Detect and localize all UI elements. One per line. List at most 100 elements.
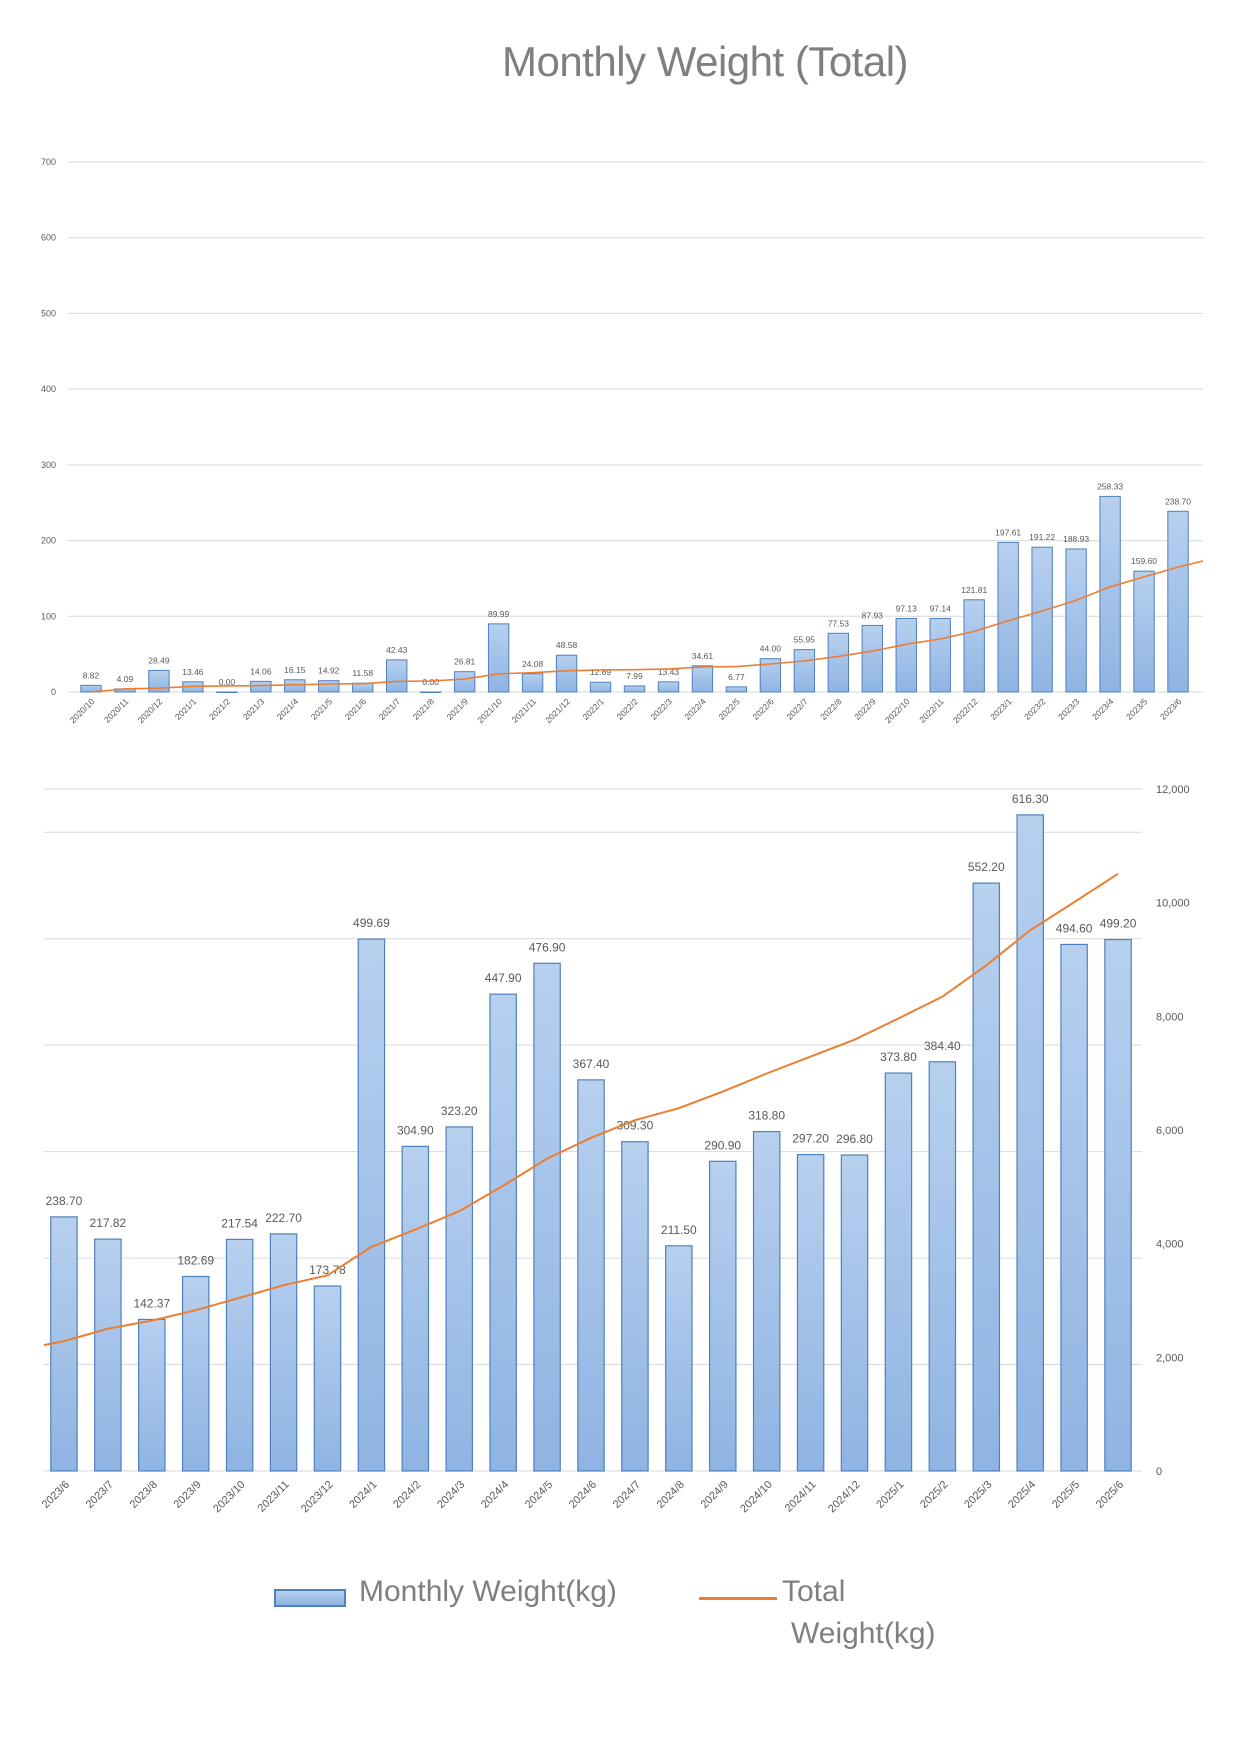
data-label: 4.09 <box>117 674 134 684</box>
data-label: 616.30 <box>1012 792 1049 806</box>
bar <box>94 1238 122 1472</box>
data-label: 499.20 <box>1100 917 1137 931</box>
bar <box>827 632 850 693</box>
bar <box>884 1072 913 1472</box>
data-label: 258.33 <box>1097 481 1123 491</box>
x-tick-label: 2021/8 <box>411 696 437 722</box>
y-tick-label: 500 <box>41 308 56 318</box>
x-tick-label: 2023/3 <box>1056 696 1082 722</box>
x-tick-label: 2023/11 <box>256 1479 292 1515</box>
bar <box>963 599 985 693</box>
x-tick-label: 2022/8 <box>818 696 844 722</box>
bar <box>148 669 170 693</box>
x-tick-label: 2020/12 <box>136 696 165 725</box>
data-label: 12.89 <box>590 667 612 677</box>
bar <box>80 684 102 693</box>
x-tick-label: 2021/7 <box>377 696 403 722</box>
data-label: 297.20 <box>792 1132 829 1146</box>
data-label: 16.15 <box>284 665 306 675</box>
data-label: 77.53 <box>828 618 850 628</box>
legend: Monthly Weight(kg) Total Weight(kg) <box>274 1575 974 1695</box>
bar <box>1065 548 1087 693</box>
x-tick-label: 2025/2 <box>918 1479 950 1511</box>
legend-bar-label: Monthly Weight(kg) <box>359 1575 617 1608</box>
data-label: 188.93 <box>1063 534 1089 544</box>
x-tick-label: 2022/2 <box>614 696 640 722</box>
bar <box>621 1141 649 1472</box>
bar <box>793 649 816 693</box>
bar <box>250 680 272 693</box>
data-label: 55.95 <box>794 635 816 645</box>
x-tick-label: 2021/6 <box>343 696 369 722</box>
data-label: 304.90 <box>397 1123 434 1137</box>
bar <box>533 962 561 1472</box>
x-tick-label: 2022/6 <box>750 696 776 722</box>
data-label: 121.81 <box>961 585 987 595</box>
y2-tick-label: 12,000 <box>1156 784 1190 796</box>
lower-chart-panel: 0 2,000 4,000 6,000 8,000 10,000 12,000 238.70 2… <box>40 784 1190 1515</box>
bar <box>313 1285 342 1472</box>
y-tick-label: 100 <box>41 611 56 621</box>
data-label: 173.78 <box>309 1263 346 1277</box>
x-tick-label: 2020/11 <box>102 696 131 725</box>
data-label: 290.90 <box>704 1138 741 1152</box>
bar <box>1099 495 1121 693</box>
y2-tick-label: 0 <box>1156 1466 1162 1478</box>
data-label: 309.30 <box>617 1119 654 1133</box>
bar <box>972 882 1001 1472</box>
bar <box>725 686 748 693</box>
x-tick-label: 2021/12 <box>543 696 572 725</box>
x-tick-label: 2023/1 <box>988 696 1014 722</box>
bar <box>1104 938 1132 1472</box>
bar <box>401 1145 430 1472</box>
x-tick-label: 2022/12 <box>951 696 980 725</box>
x-tick-label: 2021/4 <box>275 696 301 722</box>
bar <box>1031 546 1053 693</box>
y2-tick-label: 8,000 <box>1156 1011 1184 1023</box>
data-label: 238.70 <box>1165 496 1191 506</box>
data-label: 323.20 <box>441 1104 478 1118</box>
y2-tick-label: 2,000 <box>1156 1352 1184 1364</box>
legend-bar-swatch <box>274 1589 346 1607</box>
data-label: 0.00 <box>422 677 439 687</box>
data-label: 159.60 <box>1131 556 1157 566</box>
x-tick-label: 2024/8 <box>655 1479 687 1511</box>
y-tick-label: 700 <box>41 157 56 167</box>
bar <box>419 691 442 693</box>
bar <box>861 624 883 693</box>
legend-line-label: Total <box>782 1575 846 1608</box>
bar <box>1016 814 1044 1472</box>
bar <box>840 1154 869 1472</box>
x-tick-label: 2025/6 <box>1094 1479 1126 1511</box>
x-tick-label: 2023/12 <box>299 1479 336 1516</box>
data-label: 499.69 <box>353 916 390 930</box>
bar <box>181 1275 210 1472</box>
x-tick-label: 2021/11 <box>510 696 539 725</box>
y2-tick-label: 4,000 <box>1156 1239 1184 1251</box>
x-tick-label: 2024/7 <box>611 1479 643 1511</box>
x-tick-label: 2023/8 <box>128 1479 160 1511</box>
bar <box>796 1153 825 1472</box>
data-label: 0.00 <box>219 677 236 687</box>
x-tick-label: 2024/4 <box>479 1479 511 1511</box>
data-label: 89.99 <box>488 609 510 619</box>
bar <box>225 1238 254 1472</box>
x-tick-label: 2023/6 <box>1158 696 1184 722</box>
y-tick-label: 400 <box>41 384 56 394</box>
data-label: 14.92 <box>318 666 340 676</box>
x-tick-label: 2021/10 <box>475 696 504 725</box>
y2-tick-label: 10,000 <box>1156 898 1190 910</box>
data-label: 211.50 <box>661 1223 697 1237</box>
data-label: 14.06 <box>250 666 272 676</box>
data-label: 24.08 <box>522 659 544 669</box>
x-tick-label: 2024/10 <box>738 1479 775 1516</box>
data-label: 97.14 <box>930 603 952 613</box>
x-tick-label: 2023/7 <box>84 1479 116 1511</box>
data-label: 28.49 <box>148 655 170 665</box>
y2-tick-label: 6,000 <box>1156 1125 1184 1137</box>
x-tick-label: 2023/9 <box>172 1479 204 1511</box>
bar <box>453 671 476 693</box>
x-tick-label: 2021/5 <box>309 696 335 722</box>
x-tick-label: 2022/9 <box>852 696 878 722</box>
data-label: 26.81 <box>454 657 476 667</box>
